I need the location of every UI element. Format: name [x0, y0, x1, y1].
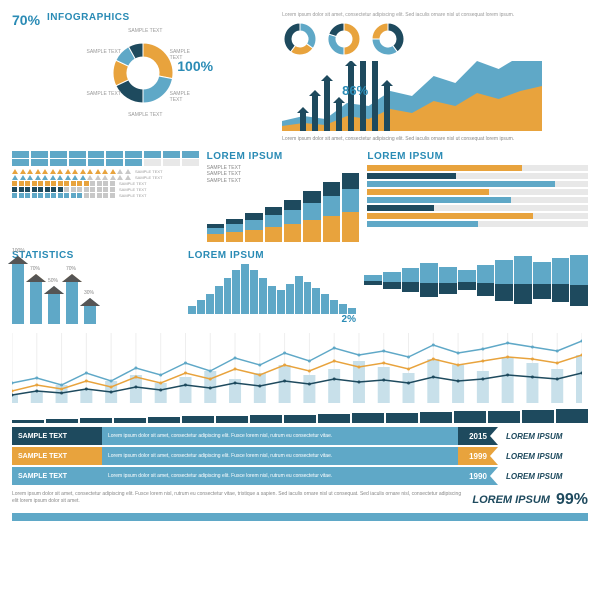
banner-row: SAMPLE TEXT Lorem ipsum dolor sit amet, …: [12, 447, 588, 465]
donut-label: SAMPLE TEXT: [128, 112, 162, 118]
percent-2: 2%: [188, 314, 356, 325]
hbar: [367, 181, 588, 187]
percent-99: 99%: [556, 491, 588, 509]
banner-text: Lorem ipsum dolor sit amet, consectetur …: [102, 447, 458, 465]
lorem-title: LOREM IPSUM: [207, 151, 360, 162]
diagram-label: DIAGRAM: [548, 119, 586, 128]
main-donut: 100% SAMPLE TEXTSAMPLE TEXTSAMPLE TEXTSA…: [88, 28, 198, 118]
histogram: [188, 264, 356, 314]
banner-row: SAMPLE TEXT Lorem ipsum dolor sit amet, …: [12, 467, 588, 485]
banner-right: LOREM IPSUM: [498, 427, 588, 445]
stacked-bars: [207, 187, 360, 242]
donut-label: SAMPLE TEXT: [128, 28, 162, 34]
percent-70: 70%: [12, 12, 40, 28]
banner-text: Lorem ipsum dolor sit amet, consectetur …: [102, 467, 458, 485]
hbar: [367, 189, 588, 195]
lorem-title-3: LOREM IPSUM: [188, 250, 356, 261]
hbar: [367, 205, 588, 211]
statistics-title: STATISTICS: [12, 250, 180, 261]
arrow-chart: 100%70%50%70%30%: [12, 264, 180, 324]
banner-right: LOREM IPSUM: [498, 447, 588, 465]
small-donuts: [282, 21, 588, 57]
banner-row: SAMPLE TEXT Lorem ipsum dolor sit amet, …: [12, 427, 588, 445]
banner-right: LOREM IPSUM: [498, 467, 588, 485]
box-row: [12, 159, 199, 166]
area-top-text: Lorem ipsum dolor sit amet, consectetur …: [282, 12, 588, 18]
banner-left: SAMPLE TEXT: [12, 467, 102, 485]
wide-line-chart: [12, 333, 582, 403]
banner-left: SAMPLE TEXT: [12, 447, 102, 465]
donut-label: SAMPLE TEXT: [87, 91, 121, 97]
banner-left: SAMPLE TEXT: [12, 427, 102, 445]
icon-grid: SAMPLE TEXTSAMPLE TEXTSAMPLE TEXTSAMPLE …: [12, 169, 199, 198]
hbar: [367, 165, 588, 171]
bottom-lorem: LOREM IPSUM: [472, 494, 550, 506]
area-chart: 86% DIAGRAM: [282, 61, 588, 133]
infographics-title: INFOGRAPHICS: [47, 12, 274, 23]
donut-label: SAMPLE TEXT: [87, 49, 121, 55]
hbar: [367, 221, 588, 227]
banner-text: Lorem ipsum dolor sit amet, consectetur …: [102, 427, 458, 445]
bottom-text: Lorem ipsum dolor sit amet, consectetur …: [12, 491, 464, 509]
donut-label: SAMPLE TEXT: [170, 49, 198, 61]
hbar: [367, 173, 588, 179]
donut-label: SAMPLE TEXT: [170, 91, 198, 103]
hbar: [367, 213, 588, 219]
reflect-chart: [364, 250, 588, 310]
lorem-title-2: LOREM IPSUM: [367, 151, 588, 162]
hbar: [367, 197, 588, 203]
percent-86: 86%: [342, 83, 368, 98]
box-row: [12, 151, 199, 158]
mini-bars: [12, 409, 588, 423]
area-caption: Lorem ipsum dolor sit amet, consectetur …: [282, 136, 588, 143]
